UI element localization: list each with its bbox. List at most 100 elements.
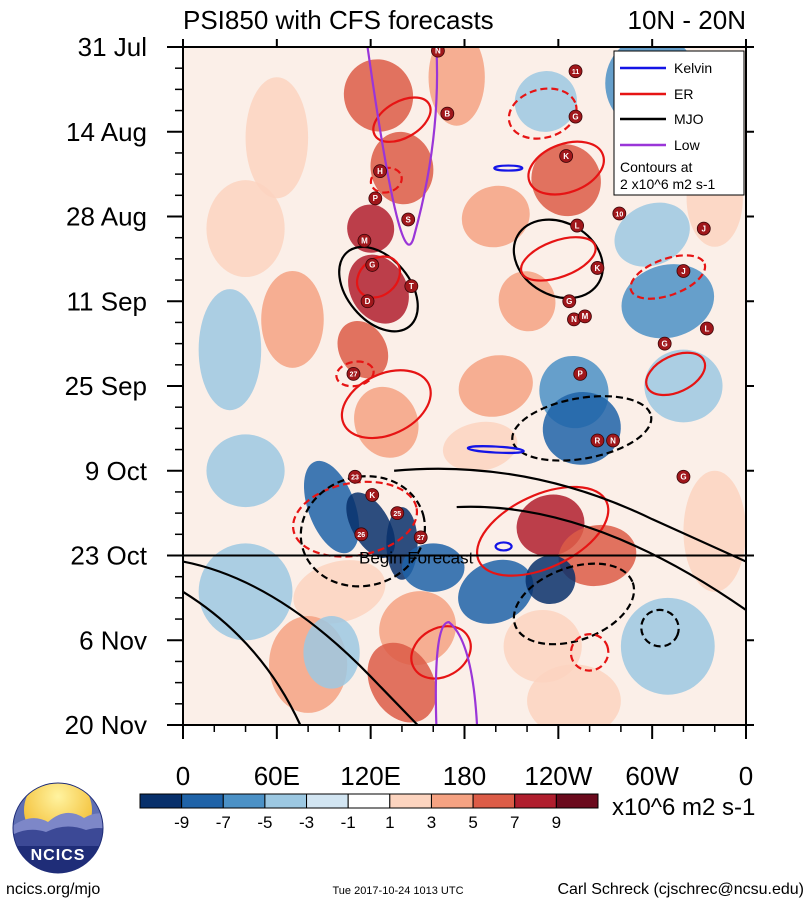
storm-marker-label: S <box>406 215 412 224</box>
field-blob <box>337 320 389 379</box>
storm-marker-label: L <box>575 221 580 230</box>
field-blob <box>428 47 485 126</box>
storm-marker-label: G <box>662 339 668 348</box>
colorbar-units: x10^6 m2 s-1 <box>612 794 755 821</box>
contour <box>640 608 680 648</box>
x-tick-label: 60W <box>625 761 679 791</box>
x-tick-label: 180 <box>443 761 486 791</box>
storm-marker-dot <box>562 294 577 309</box>
field-blob <box>198 289 262 411</box>
storm-marker: 27 <box>413 530 428 545</box>
y-tick-label: 6 Nov <box>79 625 147 655</box>
colorbar-box <box>347 793 391 809</box>
contour <box>519 236 597 282</box>
colorbar-box <box>139 793 183 809</box>
storm-marker-dot <box>440 106 455 121</box>
storm-marker: P <box>368 191 383 206</box>
y-tick-label: 9 Oct <box>85 456 148 486</box>
storm-marker: K <box>559 149 574 163</box>
y-tick-label: 28 Aug <box>66 202 147 232</box>
colorbar-box <box>430 793 474 809</box>
contour <box>512 562 636 646</box>
storm-marker: M <box>357 233 372 248</box>
storm-marker-dot <box>365 258 380 272</box>
field-blob <box>614 202 690 267</box>
storm-marker-label: N <box>610 436 616 445</box>
colorbar-label: -5 <box>257 813 272 832</box>
colorbar-box <box>222 793 266 809</box>
kelvin-contour <box>494 541 513 552</box>
field-blob <box>367 642 437 723</box>
storm-marker-label: M <box>582 312 589 321</box>
storm-marker-label: P <box>373 194 379 203</box>
contour <box>507 87 578 140</box>
field-blob <box>620 597 715 695</box>
storm-marker: M <box>578 309 592 324</box>
storm-marker-dot <box>360 294 375 309</box>
storm-marker-dot <box>578 309 592 324</box>
chart-title: PSI850 with CFS forecasts <box>183 5 494 35</box>
storm-marker-label: J <box>702 224 706 233</box>
mjo-contour <box>456 505 746 611</box>
contour <box>527 140 605 196</box>
storm-marker: G <box>568 109 583 124</box>
storm-marker: J <box>696 221 711 236</box>
storm-marker-label: B <box>444 109 450 118</box>
storm-marker-label: 26 <box>357 532 365 539</box>
field-blob <box>461 185 530 248</box>
x-tick-label: 120W <box>524 761 592 791</box>
storm-marker: 23 <box>348 469 362 484</box>
storm-marker-dot <box>568 64 583 79</box>
x-tick-label: 120E <box>340 761 401 791</box>
storm-marker-dot <box>431 47 445 58</box>
y-tick-label: 20 Nov <box>65 710 147 740</box>
storm-marker-label: G <box>369 261 375 270</box>
colorbar-label: -1 <box>341 813 356 832</box>
field-blob <box>458 355 533 417</box>
storm-marker-dot <box>606 433 620 448</box>
legend-label-kelvin: Kelvin <box>674 60 712 76</box>
storm-marker-label: T <box>409 282 414 291</box>
field-blob <box>370 131 434 205</box>
storm-marker: 27 <box>346 366 361 381</box>
storm-marker: K <box>590 261 605 275</box>
storm-marker: 11 <box>568 64 583 79</box>
storm-marker-dot <box>401 212 416 227</box>
storm-marker-label: G <box>572 112 578 121</box>
field-blob <box>683 470 746 592</box>
field-blob <box>525 555 576 605</box>
storm-marker-label: G <box>566 297 572 306</box>
storm-marker-dot <box>590 261 605 275</box>
contour <box>338 245 419 333</box>
storm-marker-label: D <box>365 297 371 306</box>
contour <box>369 166 403 194</box>
contour <box>511 395 653 462</box>
footer-timestamp: Tue 2017-10-24 1013 UTC <box>332 885 463 897</box>
y-tick-label: 31 Jul <box>78 32 147 62</box>
storm-marker: H <box>373 164 387 178</box>
storm-marker: 26 <box>354 527 369 542</box>
storm-marker: 25 <box>390 506 405 521</box>
storm-marker-label: G <box>680 473 686 482</box>
storm-marker-dot <box>657 336 672 351</box>
colorbar-box <box>555 793 599 809</box>
field-blob <box>531 144 601 217</box>
x-tick-label: 0 <box>176 761 190 791</box>
storm-marker: R <box>590 433 605 448</box>
low-contour <box>366 47 439 246</box>
storm-marker: D <box>360 294 375 309</box>
field-blob <box>542 391 621 465</box>
storm-marker-dot <box>559 149 574 163</box>
colorbar-box <box>472 793 516 809</box>
field-blob <box>498 271 556 332</box>
storm-marker-label: 23 <box>351 475 359 482</box>
storm-marker-label: L <box>704 324 709 333</box>
latitude-band-title: 10N - 20N <box>628 5 747 35</box>
storm-marker-dot <box>700 321 714 336</box>
legend-note-line2: 2 x10^6 m2 s-1 <box>620 176 715 192</box>
storm-marker: 10 <box>612 206 627 221</box>
mjo-contour <box>183 590 302 725</box>
field-blob <box>206 180 285 278</box>
footer-author: Carl Schreck (cjschrec@ncsu.edu) <box>557 881 804 898</box>
storm-marker: B <box>440 106 455 121</box>
